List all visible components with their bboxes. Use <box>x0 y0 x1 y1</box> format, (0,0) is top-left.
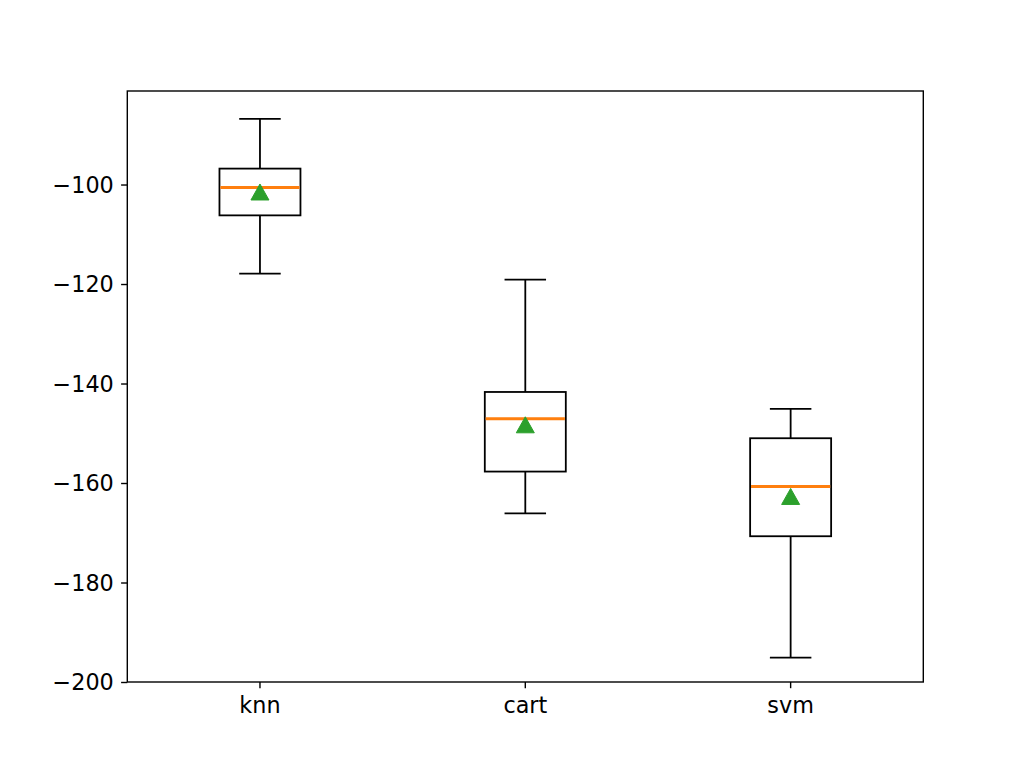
y-tick-label: −140 <box>53 371 114 397</box>
y-tick-label: −200 <box>53 669 114 695</box>
y-tick-label: −100 <box>53 172 114 198</box>
x-tick-label: svm <box>767 692 814 718</box>
x-tick-label: knn <box>239 692 280 718</box>
boxplot-figure: −100 −120 −140 −160 −180 −200 knn cart svm <box>0 0 1024 768</box>
y-tick-label: −160 <box>53 470 114 496</box>
y-tick-label: −180 <box>53 570 114 596</box>
x-tick-label: cart <box>503 692 547 718</box>
boxplot-chart: −100 −120 −140 −160 −180 −200 knn cart svm <box>0 0 1024 768</box>
y-tick-label: −120 <box>53 271 114 297</box>
